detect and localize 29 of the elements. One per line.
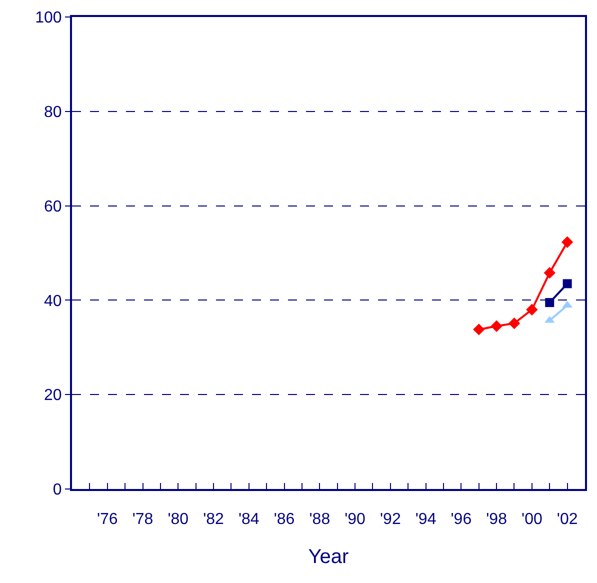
point [545, 298, 554, 308]
x-tick-label: '90 [344, 511, 366, 528]
x-tick-label: '82 [203, 511, 224, 528]
x-tick-label: '88 [309, 511, 330, 528]
x-tick-label: '94 [415, 511, 436, 528]
point [473, 324, 485, 336]
y-tick-label: 40 [44, 292, 62, 310]
x-tick-label: '78 [132, 511, 154, 528]
x-tick-label: '76 [96, 511, 118, 528]
point [508, 317, 520, 330]
x-tick-label: '84 [238, 511, 260, 528]
x-tick-label: '96 [450, 511, 472, 528]
x-tick-label: '80 [168, 511, 189, 528]
x-tick-label: '92 [380, 511, 401, 528]
point [490, 320, 502, 332]
y-tick-label: 0 [52, 482, 62, 499]
x-tick-label: '98 [486, 511, 508, 528]
point [544, 266, 556, 279]
point [561, 236, 574, 248]
x-tick-label: '86 [274, 511, 295, 528]
y-tick-label: 20 [44, 387, 62, 404]
x-axis-title: Year [308, 546, 350, 568]
point [526, 304, 538, 316]
x-tick-label: '00 [522, 511, 542, 528]
y-tick-label: 80 [44, 104, 62, 121]
x-tick-label: '02 [556, 511, 578, 528]
y-tick-label: 100 [35, 10, 62, 27]
y-tick-label: 60 [44, 198, 62, 216]
point [562, 279, 572, 288]
